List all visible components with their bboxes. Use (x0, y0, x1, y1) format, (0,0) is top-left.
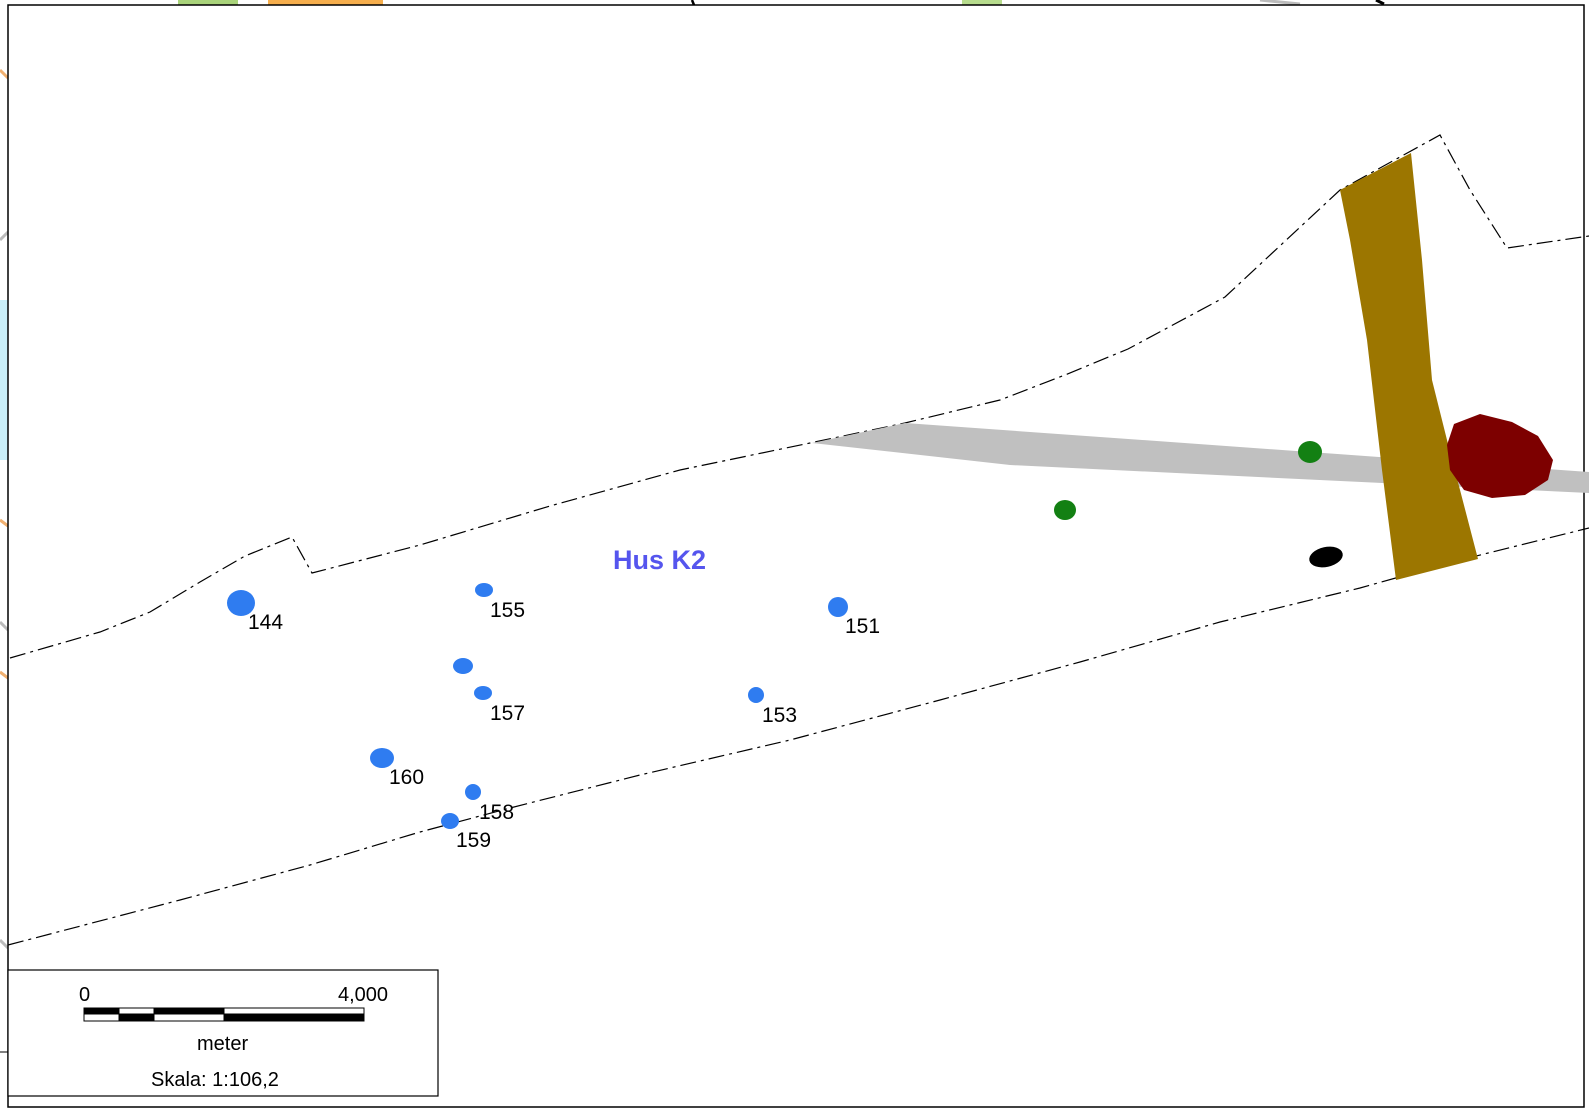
dark-red-feature (1447, 414, 1553, 498)
scalebar-scale-text: Skala: 1:106,2 (151, 1069, 279, 1091)
bg-orange-edge (0, 68, 10, 680)
scalebar-segment (153, 1007, 225, 1015)
feature-label-153: 153 (762, 704, 797, 727)
posthole-160 (370, 748, 394, 768)
scalebar-start-label: 0 (79, 984, 90, 1006)
bg-line (1375, 0, 1385, 6)
posthole-151 (828, 597, 848, 617)
bg-green-patch (178, 0, 238, 5)
posthole-144 (227, 590, 255, 616)
feature-label-160: 160 (389, 766, 424, 789)
postholes (227, 583, 848, 829)
feature-label-144: 144 (248, 611, 283, 634)
scalebar-segment (83, 1013, 120, 1022)
feature-label-158: 158 (479, 801, 514, 824)
bg-green-patch (962, 0, 1002, 5)
boundary-south (7, 527, 1589, 946)
green-feature (1054, 500, 1076, 520)
green-feature (1298, 441, 1322, 463)
scalebar-box (7, 969, 439, 1097)
bg-gray-edge (0, 230, 10, 950)
scalebar-end-label: 4,000 (338, 984, 388, 1006)
excavation-boundary (7, 134, 1589, 946)
posthole-158 (465, 784, 481, 800)
scalebar-unit-label: meter (197, 1033, 248, 1055)
feature-label-151: 151 (845, 615, 880, 638)
scalebar-segment (223, 1013, 365, 1022)
boundary-north (9, 134, 1589, 659)
map-frame-border (7, 4, 1585, 1108)
scalebar-segment (223, 1007, 365, 1015)
black-feature (1309, 546, 1343, 568)
feature-labels: 144 155 151 157 153 160 158 159 (248, 599, 880, 852)
house-label: Hus K2 (613, 545, 706, 575)
scalebar-bar (83, 1007, 365, 1022)
scalebar-segment (83, 1007, 120, 1015)
scalebar-segment (118, 1013, 155, 1022)
feature-label-159: 159 (456, 829, 491, 852)
scalebar-segment (118, 1007, 155, 1015)
posthole-155 (475, 583, 493, 597)
feature-label-155: 155 (490, 599, 525, 622)
posthole-153 (748, 687, 764, 703)
posthole-159 (441, 813, 459, 829)
bg-orange-patch (268, 0, 383, 5)
bg-gray-edge (1259, 0, 1301, 6)
scalebar: 0 4,000 meter Skala: 1:106,2 (7, 969, 439, 1097)
scalebar-segment (153, 1013, 225, 1022)
posthole-unlabeled (453, 658, 473, 674)
posthole-157 (474, 686, 492, 700)
bg-water-patch (0, 300, 8, 460)
brown-linear-feature (1340, 153, 1478, 580)
feature-label-157: 157 (490, 702, 525, 725)
